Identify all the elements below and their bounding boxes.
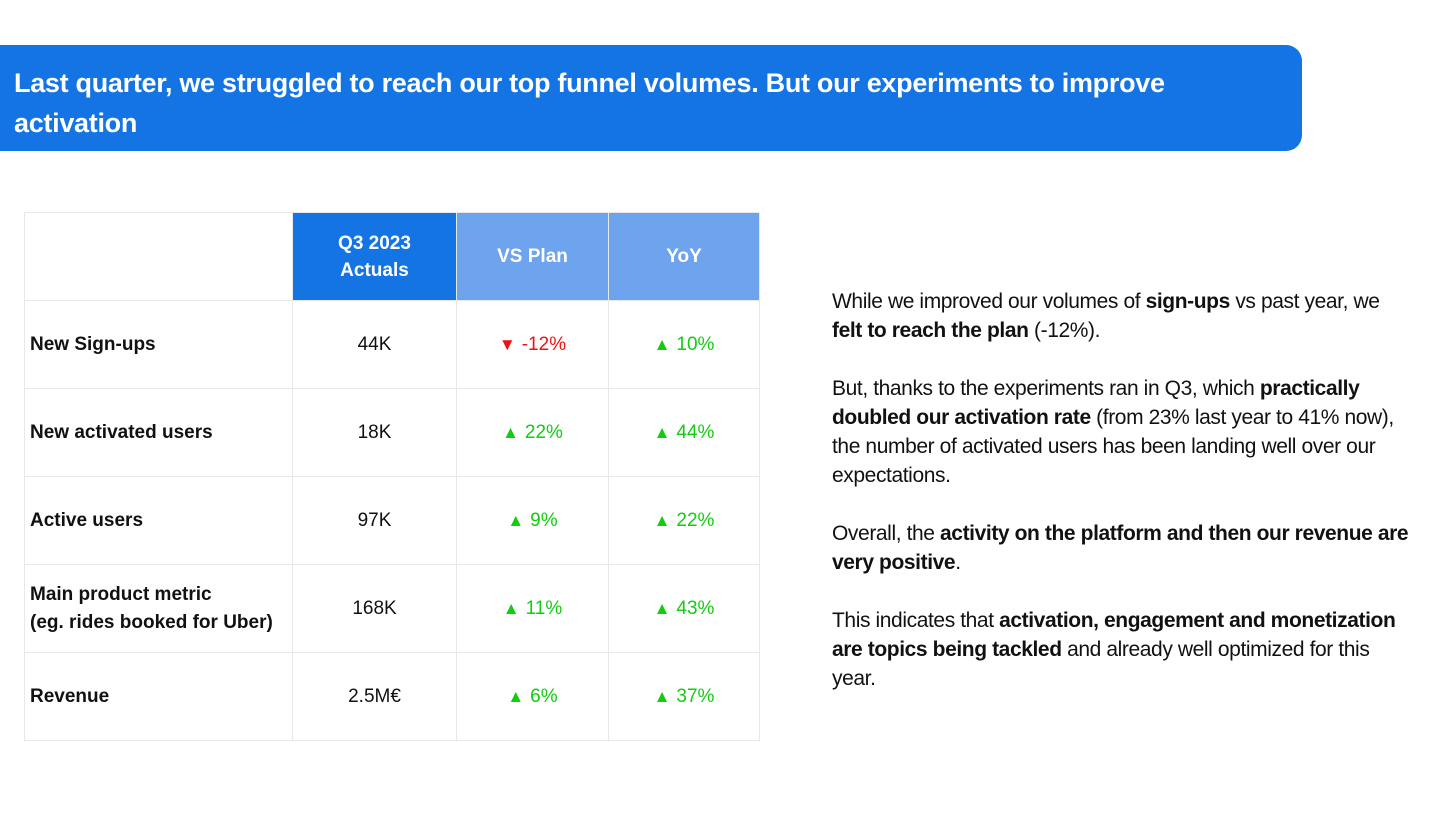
commentary-emphasis: practically doubled our activation rate [832, 377, 1360, 429]
metrics-table: Q3 2023 Actuals VS Plan YoY New Sign-ups 4… [24, 212, 760, 741]
metric-name-note: (eg. rides booked for Uber) [30, 611, 273, 633]
metric-name-cell: New activated users [24, 388, 293, 477]
header-actuals: Q3 2023 Actuals [292, 212, 457, 301]
yoy-delta-value: 44% [676, 421, 715, 443]
metric-name-cell: Main product metric (eg. rides booked for… [24, 564, 293, 653]
metric-name-cell: Active users [24, 476, 293, 565]
up-arrow-icon: ▲ [653, 510, 671, 530]
table-header-row: Q3 2023 Actuals VS Plan YoY [24, 212, 760, 301]
commentary-text-run: (-12%). [1028, 319, 1101, 342]
vs-plan-delta-value: 9% [530, 509, 558, 531]
yoy-delta-cell: ▲ 43% [608, 564, 760, 653]
header-actuals-line1: Q3 2023 [338, 232, 411, 254]
vs-plan-delta-cell: ▲ 22% [456, 388, 609, 477]
metric-name: Main product metric [30, 583, 212, 605]
vs-plan-delta-cell: ▼ -12% [456, 300, 609, 389]
table-row: Revenue 2.5M€ ▲ 6% ▲ 37% [24, 652, 760, 741]
metric-name-cell: New Sign-ups [24, 300, 293, 389]
up-arrow-icon: ▲ [507, 686, 525, 706]
header-corner-cell [24, 212, 293, 301]
up-arrow-icon: ▲ [507, 510, 525, 530]
yoy-delta-value: 43% [676, 597, 715, 619]
yoy-delta-cell: ▲ 22% [608, 476, 760, 565]
up-arrow-icon: ▲ [502, 598, 520, 618]
actual-value: 97K [292, 476, 457, 565]
commentary-paragraph: Overall, the activity on the platform an… [832, 519, 1412, 577]
commentary-emphasis: felt to reach the plan [832, 319, 1029, 342]
table-row: Main product metric (eg. rides booked for… [24, 564, 760, 653]
actual-value: 2.5M€ [292, 652, 457, 741]
commentary-text-run: . [955, 551, 961, 574]
commentary-text-run: While we improved our volumes of [832, 290, 1146, 313]
slide-title-line1: Last quarter, we struggled to reach our … [14, 68, 1165, 138]
up-arrow-icon: ▲ [502, 422, 519, 442]
yoy-delta-cell: ▲ 10% [608, 300, 760, 389]
metric-name: New activated users [30, 421, 213, 443]
header-yoy: YoY [608, 212, 760, 301]
vs-plan-delta-value: 6% [530, 685, 558, 707]
commentary-text-run: vs past year, we [1229, 290, 1380, 313]
vs-plan-delta-cell: ▲ 6% [456, 652, 609, 741]
table-row: Active users 97K ▲ 9% ▲ 22% [24, 476, 760, 565]
commentary-text-run: (from 23% last year to 41% now), the num… [832, 406, 1394, 487]
vs-plan-delta-cell: ▲ 11% [456, 564, 609, 653]
actual-value: 168K [292, 564, 457, 653]
metric-name-cell: Revenue [24, 652, 293, 741]
up-arrow-icon: ▲ [653, 334, 671, 354]
title-banner: Last quarter, we struggled to reach our … [0, 45, 1302, 178]
commentary-emphasis: activity on the platform and then our re… [832, 522, 1409, 574]
metric-name: Active users [30, 509, 144, 531]
table-row: New Sign-ups 44K ▼ -12% ▲ 10% [24, 300, 760, 389]
up-arrow-icon: ▲ [653, 422, 671, 442]
vs-plan-delta-cell: ▲ 9% [456, 476, 609, 565]
commentary-text-run: But, thanks to the experiments ran in Q3… [832, 377, 1260, 400]
yoy-delta-value: 10% [676, 333, 715, 355]
yoy-delta-value: 22% [676, 509, 715, 531]
up-arrow-icon: ▲ [653, 686, 671, 706]
yoy-delta-value: 37% [676, 685, 715, 707]
yoy-delta-cell: ▲ 44% [608, 388, 760, 477]
actual-value: 18K [292, 388, 457, 477]
commentary-text-run: and already well optimized for this year… [832, 638, 1370, 690]
metric-name: Revenue [30, 685, 110, 707]
up-arrow-icon: ▲ [653, 598, 671, 618]
commentary-text-run: Overall, the [832, 522, 941, 545]
header-vs-plan: VS Plan [456, 212, 609, 301]
commentary-paragraph: While we improved our volumes of sign-up… [832, 287, 1412, 345]
commentary-paragraph: This indicates that activation, engageme… [832, 606, 1412, 693]
header-actuals-line2: Actuals [340, 259, 409, 281]
commentary-emphasis: activation, engagement and monetization … [832, 609, 1396, 661]
yoy-delta-cell: ▲ 37% [608, 652, 760, 741]
vs-plan-delta-value: -12% [521, 333, 567, 355]
commentary-paragraph: But, thanks to the experiments ran in Q3… [832, 374, 1412, 490]
table-row: New activated users 18K ▲ 22% ▲ 44% [24, 388, 760, 477]
vs-plan-delta-value: 11% [525, 597, 563, 619]
metric-name: New Sign-ups [30, 333, 156, 355]
actual-value: 44K [292, 300, 457, 389]
commentary-text-run: This indicates that [832, 609, 1000, 632]
slide-title-line2: have been very successful. [14, 148, 356, 178]
vs-plan-delta-value: 22% [524, 421, 563, 443]
down-arrow-icon: ▼ [498, 334, 516, 354]
commentary-text: While we improved our volumes of sign-up… [832, 287, 1412, 722]
slide-title: Last quarter, we struggled to reach our … [14, 63, 1282, 183]
commentary-emphasis: sign-ups [1145, 290, 1231, 313]
